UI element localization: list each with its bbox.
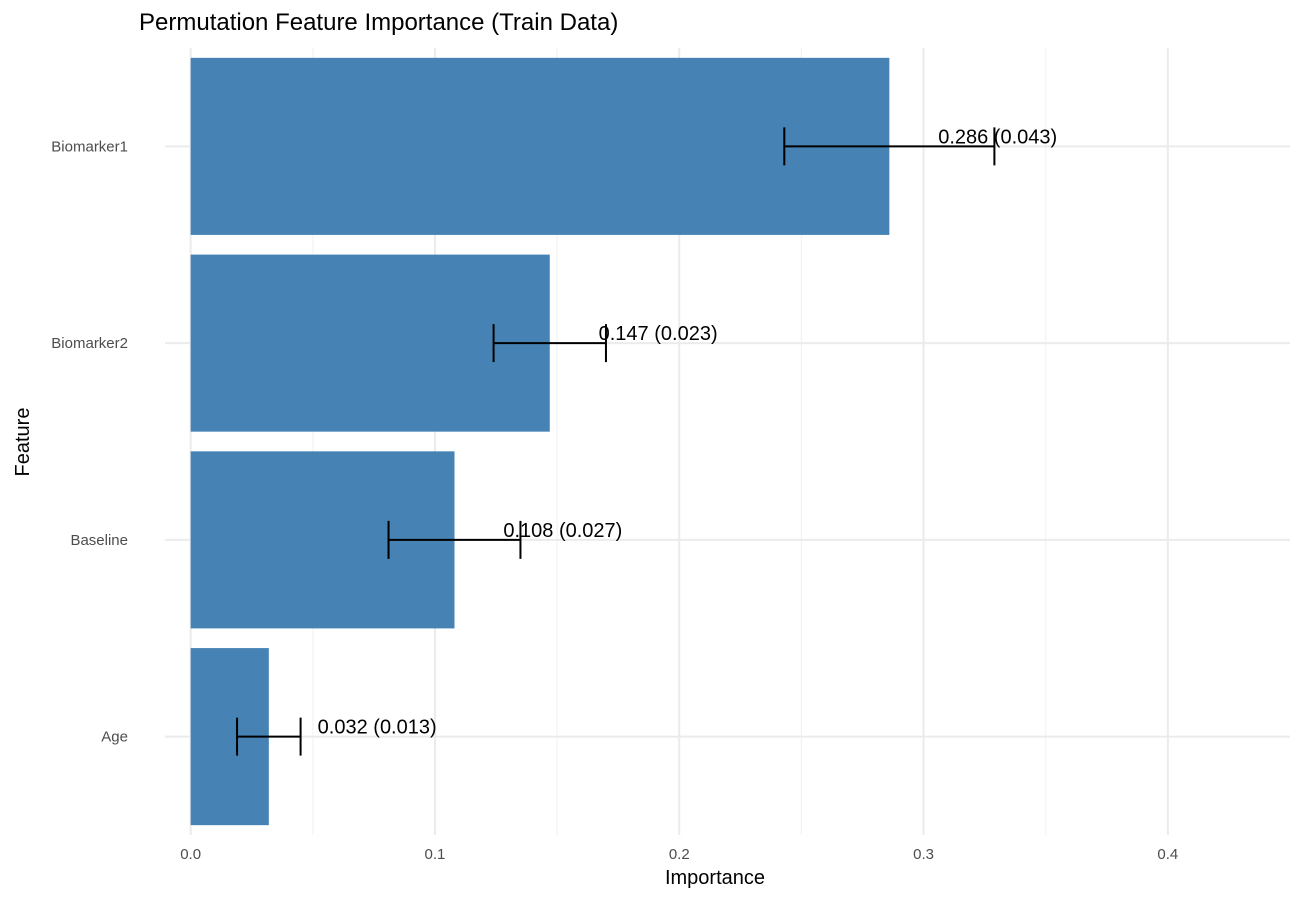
y-tick-label: Biomarker2 — [51, 335, 128, 352]
x-tick-label: 0.1 — [425, 846, 446, 863]
y-tick-label: Baseline — [70, 532, 128, 549]
y-axis-title: Feature — [12, 408, 34, 477]
y-tick-label: Age — [101, 729, 128, 746]
bar — [190, 254, 550, 432]
data-labels: 0.286 (0.043) 0.147 (0.023) 0.108 (0.027) 0… — [318, 126, 1058, 738]
x-tick-label: 0.3 — [913, 846, 934, 863]
data-label: 0.286 (0.043) — [938, 126, 1057, 148]
x-tick-label: 0.0 — [180, 846, 201, 863]
data-label: 0.147 (0.023) — [599, 323, 718, 345]
data-label: 0.032 (0.013) — [318, 717, 437, 739]
x-tick-label: 0.4 — [1157, 846, 1178, 863]
chart-title: Permutation Feature Importance (Train Da… — [139, 9, 618, 36]
y-tick-label: Biomarker1 — [51, 138, 128, 155]
x-tick-label: 0.2 — [669, 846, 690, 863]
x-axis-tick-labels: 0.0 0.1 0.2 0.3 0.4 — [180, 846, 1178, 863]
y-axis-tick-labels: Biomarker1 Biomarker2 Baseline Age — [51, 138, 128, 745]
bars — [190, 57, 890, 826]
bar — [190, 57, 890, 235]
x-axis-title: Importance — [665, 867, 765, 889]
data-label: 0.108 (0.027) — [503, 520, 622, 542]
error-bars — [236, 127, 996, 756]
